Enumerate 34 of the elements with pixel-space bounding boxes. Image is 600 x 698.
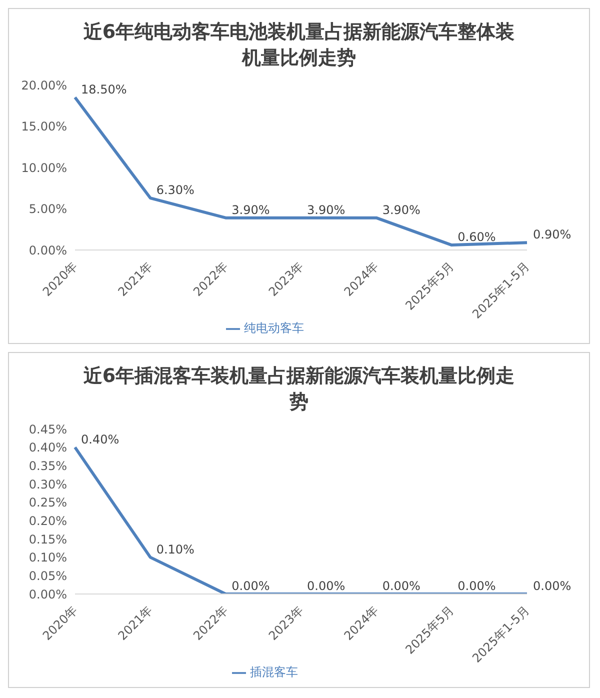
y-tick-label: 0.15% (28, 532, 67, 546)
y-tick-label: 0.10% (28, 550, 67, 565)
data-label: 3.90% (307, 202, 346, 217)
data-label: 0.00% (533, 579, 572, 593)
y-tick-label: 0.20% (28, 514, 67, 528)
data-label: 0.00% (232, 579, 270, 593)
data-label: 0.60% (458, 230, 496, 244)
chart-title: 近6年插混客车装机量占据新能源汽车装机量比例走势 (82, 364, 516, 415)
data-label: 0.40% (81, 432, 120, 446)
y-tick-label: 0.40% (28, 440, 67, 455)
data-label: 0.90% (533, 228, 572, 242)
data-label: 6.30% (156, 183, 194, 198)
data-label: 0.10% (156, 542, 194, 556)
y-tick-label: 0.30% (28, 477, 67, 492)
y-tick-label: 0.25% (28, 496, 67, 510)
legend-label: 纯电动客车 (244, 321, 304, 335)
y-tick-label: 5.00% (28, 202, 67, 216)
y-tick-label: 0.35% (28, 458, 67, 473)
y-tick-label: 0.00% (28, 587, 67, 602)
data-label: 0.00% (382, 579, 420, 593)
data-label: 18.50% (81, 82, 127, 96)
y-tick-label: 15.00% (21, 120, 67, 134)
data-label: 3.90% (382, 202, 420, 217)
y-tick-label: 0.45% (28, 422, 67, 436)
y-tick-label: 20.00% (21, 78, 67, 92)
y-tick-label: 10.00% (21, 160, 67, 175)
line-series (74, 96, 528, 247)
data-label: 0.00% (307, 579, 346, 593)
data-label: 0.00% (458, 579, 496, 593)
legend-label: 插混客车 (250, 665, 298, 679)
chart-title: 近6年纯电动客车电池装机量占据新能源汽车整体装机量比例走势 (82, 20, 516, 71)
y-tick-label: 0.00% (28, 243, 67, 258)
data-label: 3.90% (232, 202, 270, 217)
y-tick-label: 0.05% (28, 568, 67, 583)
